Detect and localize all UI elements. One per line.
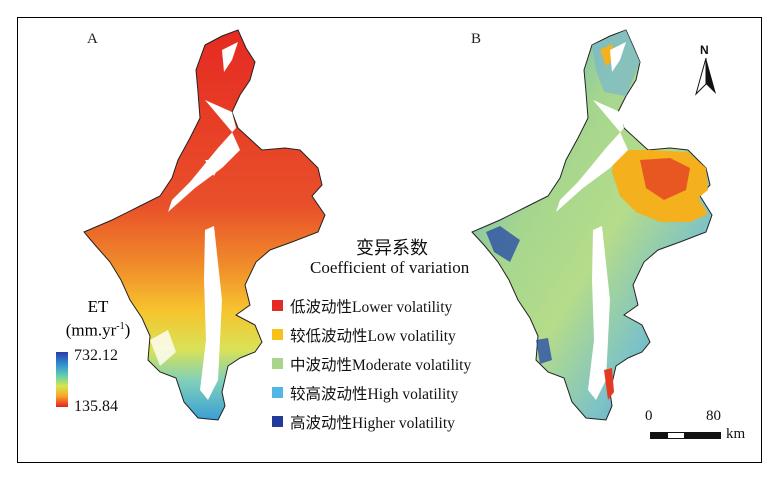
region-b-shape	[471, 29, 713, 421]
legend-item-moderate: 中波动性Moderate volatility	[272, 349, 471, 378]
blue-edge-b-1	[486, 226, 520, 262]
legend-item-lower: 低波动性Lower volatility	[272, 291, 471, 320]
gap-b-2	[556, 100, 628, 212]
et-legend-title: ET (mm.yr-1)	[48, 297, 148, 341]
legend-item-higher: 高波动性Higher volatility	[272, 407, 471, 436]
legend-label: 较低波动性Low volatility	[290, 327, 456, 345]
legend-list: 低波动性Lower volatility 较低波动性Low volatility…	[272, 291, 471, 436]
panel-a-label: A	[87, 31, 98, 47]
gap-a-4	[200, 226, 222, 400]
north-label: N	[700, 43, 709, 57]
gap-b-1	[610, 42, 626, 72]
et-color-ramp	[56, 352, 68, 407]
legend-label: 中波动性Moderate volatility	[290, 356, 472, 374]
gap-a-3	[205, 160, 222, 176]
et-title: ET	[87, 297, 109, 316]
legend-label: 低波动性Lower volatility	[290, 298, 453, 316]
legend-item-high: 较高波动性High volatility	[272, 378, 471, 407]
et-max-value: 732.12	[74, 347, 118, 364]
legend-item-low: 较低波动性Low volatility	[272, 320, 471, 349]
scale-start: 0	[645, 408, 653, 424]
legend-label: 较高波动性High volatility	[290, 385, 459, 403]
gap-a-1	[222, 42, 238, 72]
et-unit: (mm.yr-1)	[65, 320, 131, 340]
scale-end: 80	[706, 408, 721, 424]
scale-bar	[650, 432, 721, 439]
legend-label: 高波动性Higher volatility	[290, 414, 455, 432]
legend-title-en: Coefficient of variation	[310, 258, 470, 277]
scale-unit: km	[726, 426, 746, 442]
legend-swatch	[272, 329, 283, 340]
et-min-value: 135.84	[74, 398, 118, 415]
legend-swatch	[272, 300, 283, 311]
legend-swatch	[272, 416, 283, 427]
gap-a-2	[168, 100, 240, 212]
gap-b-3	[588, 226, 610, 400]
gap-a-5	[150, 330, 176, 366]
south-red-b	[604, 368, 614, 400]
legend-swatch	[272, 387, 283, 398]
north-arrow-icon	[695, 58, 716, 96]
legend-swatch	[272, 358, 283, 369]
legend-title-cn: 变异系数	[356, 238, 428, 258]
red-patch-b	[640, 158, 690, 200]
region-a-shape	[83, 29, 326, 421]
panel-b-label: B	[471, 31, 482, 47]
blue-edge-b-2	[536, 338, 552, 364]
